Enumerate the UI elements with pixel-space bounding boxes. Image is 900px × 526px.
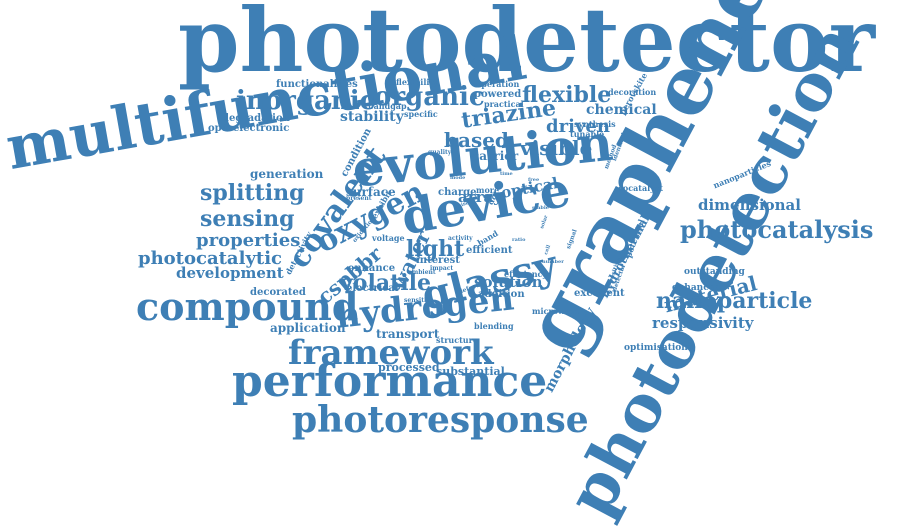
word-photodetector: photodetector (178, 0, 875, 92)
word-powered: powered (474, 89, 522, 100)
word-optimisations: optimisations (624, 343, 693, 353)
word-voltage: voltage (372, 233, 405, 243)
word-quality: quality (428, 149, 452, 156)
word-nanoparticle: nanoparticle (656, 288, 813, 314)
word-present: present (346, 195, 372, 202)
word-array: array (458, 188, 502, 206)
word-excellent: excellent (574, 288, 625, 299)
word-charge: charge (438, 187, 477, 198)
word-electrical: electrical (346, 283, 399, 294)
word-based: based (444, 128, 509, 152)
word-organic: organic (374, 82, 485, 112)
word-dimensional: dimensional (698, 196, 801, 214)
word-bandgap: bandgap (368, 101, 407, 111)
word-functionalities: functionalities (276, 79, 358, 90)
word-decoration: decoration (608, 87, 657, 97)
word-splitting: splitting (200, 180, 305, 206)
word-application: application (270, 321, 346, 335)
word-blending: blending (474, 321, 514, 331)
word-volatile: volatile (340, 270, 431, 296)
word-stable: stable (532, 205, 549, 211)
word-microwave: microwave (532, 306, 580, 316)
word-transport: transport (376, 327, 440, 341)
word-cocatalyst: cocatalyst (618, 183, 664, 193)
word-visible: visible (520, 136, 593, 160)
word-practical: practical (484, 99, 524, 109)
word-solution: solution (474, 273, 543, 291)
word-structure: structure (436, 335, 478, 345)
word-processed: processed (378, 361, 440, 374)
word-ambient: ambient (408, 269, 436, 276)
word-driven: driven (546, 116, 610, 137)
word-time: time (500, 171, 513, 177)
word-chemical: chemical (586, 102, 657, 118)
word-photocatalysis: photocatalysis (680, 215, 874, 244)
word-sensing: sensing (200, 206, 295, 232)
word-enhanced: enhanced (672, 283, 721, 293)
word-outstanding: outstanding (684, 267, 745, 277)
word-performance: performance (232, 356, 548, 407)
word-surface: surface (346, 185, 396, 199)
word-framework: framework (288, 333, 494, 373)
word-photoresponse: photoresponse (292, 399, 589, 441)
word-free: free (528, 177, 540, 183)
word-sensitive: sensitive (404, 297, 434, 304)
word-photocatalytic: photocatalytic (138, 248, 283, 269)
word-light: light (406, 236, 465, 262)
word-enhance: enhance (348, 263, 396, 274)
word-efficient: efficient (466, 245, 513, 256)
word-tunable: tunable (570, 129, 605, 139)
word-more: more (476, 185, 500, 195)
word-mode: mode (450, 175, 466, 181)
word-degradation: degradation (222, 113, 290, 124)
word-addition: addition (478, 289, 525, 300)
word-inorganic: inorganic (236, 86, 376, 116)
word-substantial: substantial (436, 365, 505, 378)
word-generation: generation (250, 167, 324, 181)
word-synthesis: synthesis (574, 119, 616, 129)
word-flexibility: flexibility (396, 77, 438, 87)
word-development: development (176, 264, 284, 282)
word-efficiency: efficiency (504, 269, 548, 279)
word-stability: stability (340, 109, 404, 125)
word-activity: activity (448, 235, 473, 242)
word-impact: impact (430, 265, 454, 272)
word-number: number (542, 259, 564, 265)
word-interest: interest (416, 255, 460, 266)
word-compound: compound (136, 284, 359, 329)
word-decorated: decorated (250, 287, 306, 298)
word-properties: properties (196, 230, 301, 251)
word-ratio: ratio (512, 237, 526, 243)
word-responsivity: responsivity (652, 314, 754, 332)
word-carrier: carrier (472, 149, 519, 163)
word-operation: operation (476, 79, 520, 89)
word-specific: specific (404, 109, 438, 119)
word-optoelectronic: optoelectronic (208, 123, 290, 134)
word-flexible: flexible (522, 82, 612, 108)
